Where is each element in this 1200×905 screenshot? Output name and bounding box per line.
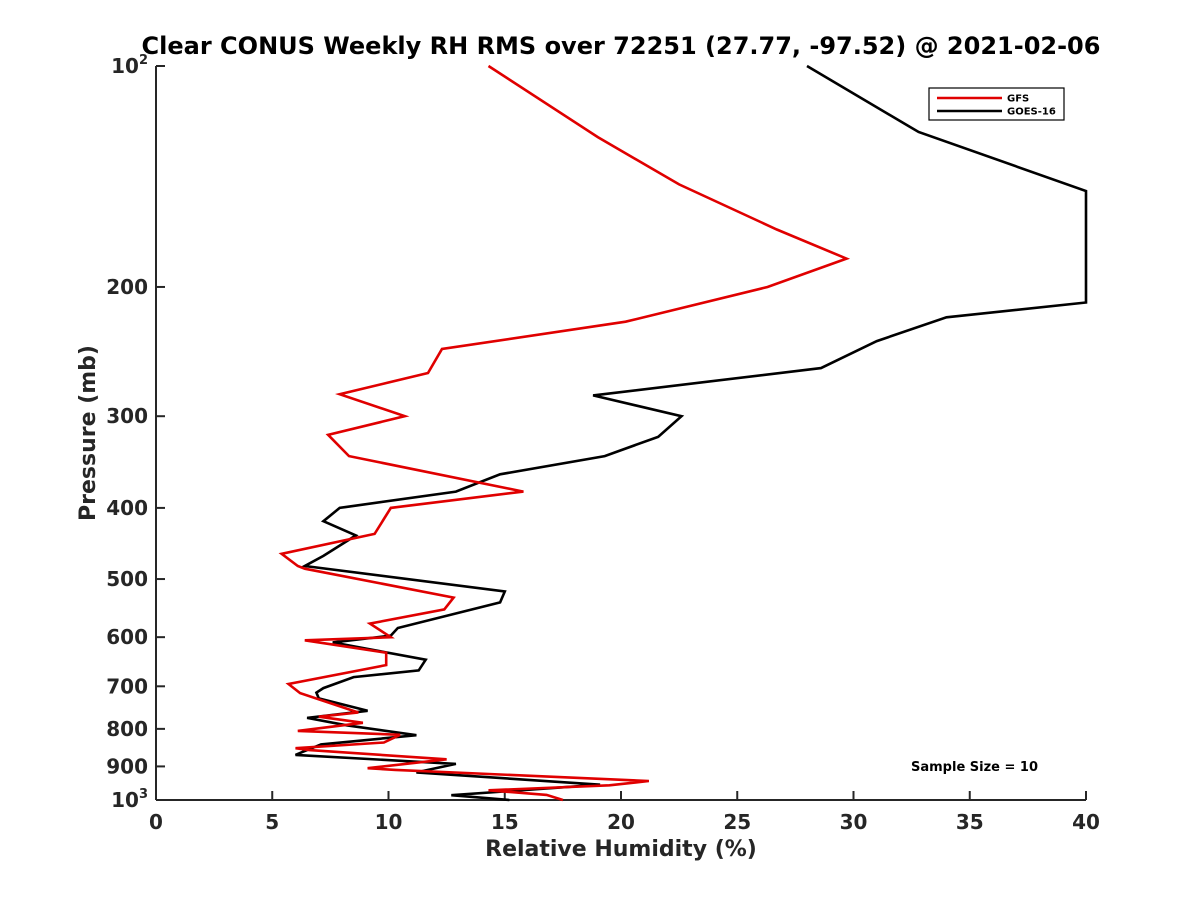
- x-axis-label: Relative Humidity (%): [485, 837, 757, 862]
- x-tick-label: 25: [723, 810, 751, 834]
- x-tick-label: 20: [607, 810, 635, 834]
- series-line-goes-16: [294, 64, 1088, 802]
- y-tick-label: 900: [106, 754, 148, 778]
- y-tick-label: 300: [106, 404, 148, 428]
- plot-lines: [278, 64, 1088, 802]
- x-tick-label: 5: [265, 810, 279, 834]
- y-tick-label: 500: [106, 567, 148, 591]
- x-axis-ticks: 0 5 10 15 20 25 30 35 40: [149, 791, 1100, 834]
- x-tick-label: 30: [840, 810, 868, 834]
- y-axis-label: Pressure (mb): [76, 345, 101, 521]
- x-tick-label: 0: [149, 810, 163, 834]
- x-tick-label: 10: [375, 810, 403, 834]
- y-tick-label: 102: [111, 53, 148, 78]
- x-tick-label: 15: [491, 810, 519, 834]
- y-tick-label: 200: [106, 275, 148, 299]
- legend-label-gfs: GFS: [1007, 94, 1029, 105]
- y-tick-label: 600: [106, 625, 148, 649]
- series-line-gfs: [278, 64, 851, 802]
- y-tick-label: 800: [106, 717, 148, 741]
- y-tick-label: 400: [106, 496, 148, 520]
- x-tick-label: 35: [956, 810, 984, 834]
- y-tick-label: 700: [106, 674, 148, 698]
- y-tick-label: 103: [111, 787, 148, 812]
- legend-box: [928, 87, 1065, 121]
- y-axis-ticks: 102 200 300 400 500 600 700 800 900 103: [106, 53, 165, 812]
- legend: GFS GOES-16: [928, 87, 1065, 121]
- legend-label-goes-16: GOES-16: [1007, 107, 1056, 118]
- sample-size-annotation: Sample Size = 10: [911, 760, 1038, 775]
- chart-title: Clear CONUS Weekly RH RMS over 72251 (27…: [142, 32, 1101, 60]
- x-tick-label: 40: [1072, 810, 1100, 834]
